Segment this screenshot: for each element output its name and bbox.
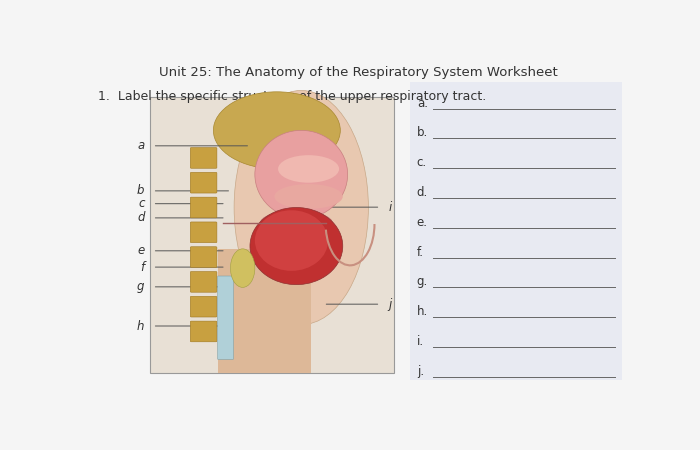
Text: c: c (138, 197, 144, 210)
Text: h.: h. (416, 305, 428, 318)
FancyBboxPatch shape (218, 276, 233, 360)
Text: j: j (389, 297, 392, 310)
Text: g: g (137, 280, 144, 293)
Text: d: d (137, 212, 144, 225)
Text: f.: f. (416, 246, 424, 259)
Text: b: b (137, 184, 144, 198)
Ellipse shape (255, 130, 348, 219)
Text: a.: a. (416, 97, 428, 110)
FancyBboxPatch shape (190, 271, 217, 292)
Text: f: f (140, 261, 144, 274)
FancyBboxPatch shape (190, 247, 217, 267)
FancyBboxPatch shape (190, 297, 217, 317)
Ellipse shape (230, 249, 255, 288)
Ellipse shape (255, 210, 328, 271)
Ellipse shape (214, 92, 340, 169)
FancyBboxPatch shape (190, 148, 217, 168)
Ellipse shape (250, 207, 343, 285)
Ellipse shape (260, 210, 333, 238)
Text: h: h (137, 320, 144, 333)
FancyBboxPatch shape (410, 82, 622, 380)
Text: j.: j. (416, 365, 424, 378)
Text: d.: d. (416, 186, 428, 199)
Text: e.: e. (416, 216, 428, 229)
Text: e: e (137, 244, 144, 257)
Text: a: a (137, 140, 144, 152)
Ellipse shape (234, 90, 368, 324)
Text: b.: b. (416, 126, 428, 140)
Bar (218, 249, 311, 373)
FancyBboxPatch shape (190, 222, 217, 243)
Ellipse shape (278, 155, 339, 183)
FancyBboxPatch shape (190, 321, 217, 342)
Text: g.: g. (416, 275, 428, 288)
FancyBboxPatch shape (150, 97, 394, 373)
FancyBboxPatch shape (190, 172, 217, 193)
Ellipse shape (274, 184, 343, 209)
Text: i.: i. (416, 335, 424, 348)
FancyBboxPatch shape (190, 197, 217, 218)
Text: c.: c. (416, 156, 427, 169)
Text: i: i (389, 201, 392, 214)
Text: 1.  Label the specific structures of the upper respiratory tract.: 1. Label the specific structures of the … (98, 90, 486, 104)
Text: Unit 25: The Anatomy of the Respiratory System Worksheet: Unit 25: The Anatomy of the Respiratory … (160, 66, 558, 79)
